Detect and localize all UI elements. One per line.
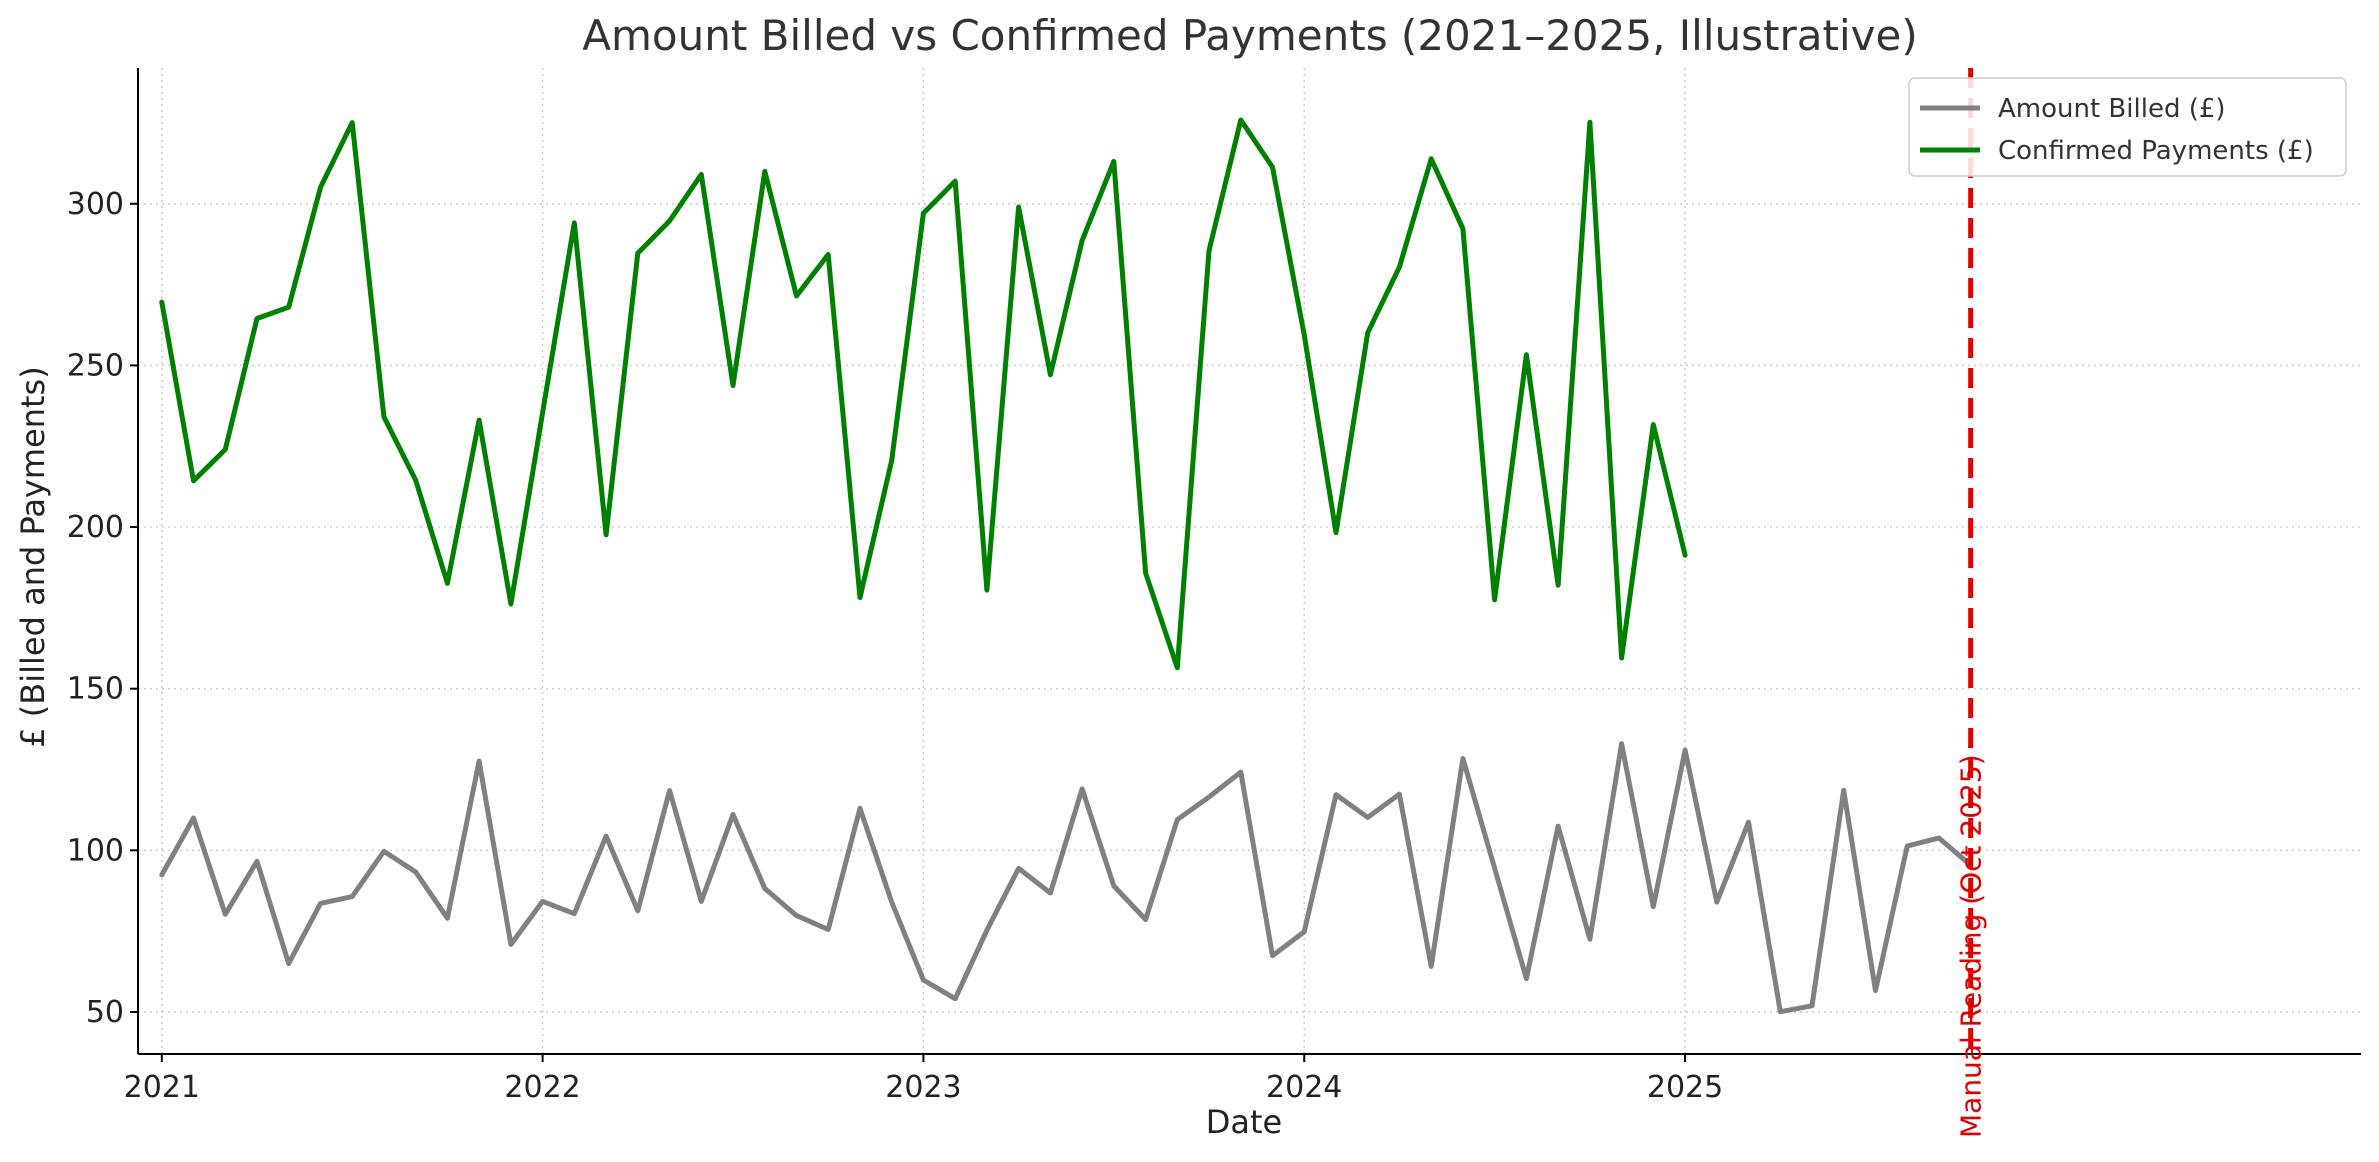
x-tick-label: 2021 [124, 1070, 200, 1105]
series-line-1 [159, 117, 1688, 671]
legend-label-payments: Confirmed Payments (£) [1998, 136, 2314, 166]
y-axis-label: £ (Billed and Payments) [14, 366, 52, 747]
tick-labels: 50 100 150 200 250 300 2021 2022 2023 2024 2025 [67, 187, 1724, 1105]
annotation-label: Manual Reading (Oct 2025) [1955, 754, 1988, 1138]
y-tick-label: 150 [67, 672, 124, 707]
chart-title: Amount Billed vs Confirmed Payments (202… [582, 11, 1917, 60]
x-tick-label: 2024 [1266, 1070, 1342, 1105]
legend-label-billed: Amount Billed (£) [1998, 94, 2226, 124]
y-tick-label: 300 [67, 187, 124, 222]
legend: Amount Billed (£) Confirmed Payments (£) [1908, 77, 2347, 177]
y-tick-label: 250 [67, 348, 124, 383]
x-tick-label: 2025 [1647, 1070, 1723, 1105]
axes [130, 68, 2361, 1062]
legend-box [1908, 77, 2347, 177]
annotation-layer: Manual Reading (Oct 2025) [1955, 68, 1988, 1138]
y-tick-label: 50 [86, 995, 124, 1030]
series-layer [159, 117, 1974, 1015]
series-line-0 [159, 741, 1974, 1015]
x-tick-label: 2022 [504, 1070, 580, 1105]
y-tick-label: 100 [67, 833, 124, 868]
grid [138, 68, 2361, 1054]
x-axis-label: Date [1206, 1103, 1282, 1141]
y-tick-label: 200 [67, 510, 124, 545]
x-tick-label: 2023 [885, 1070, 961, 1105]
